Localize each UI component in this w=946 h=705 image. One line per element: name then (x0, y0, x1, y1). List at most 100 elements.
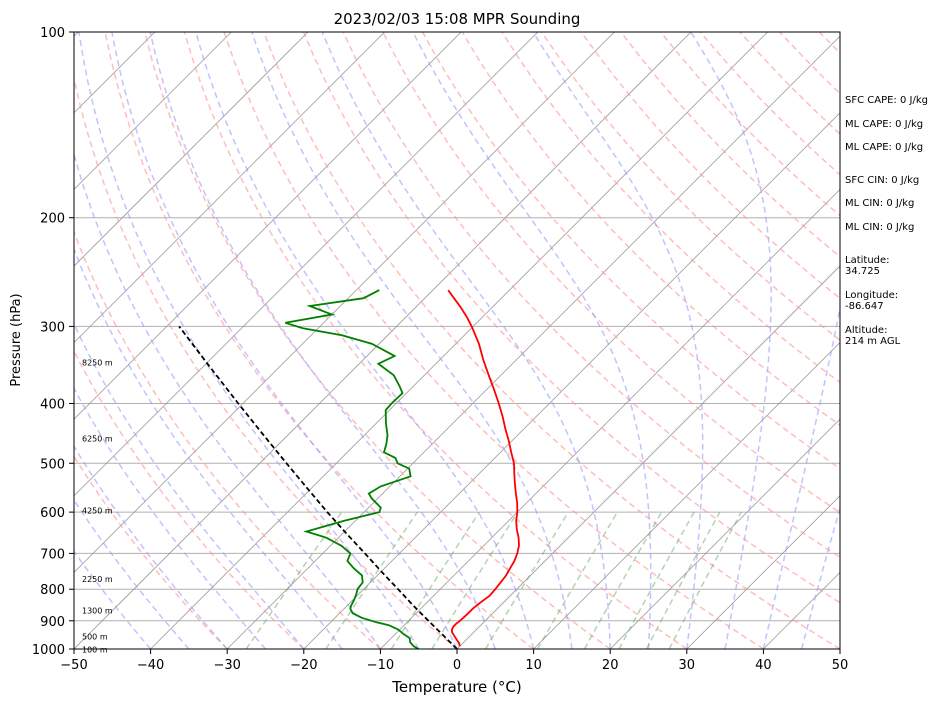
y-tick-label: 200 (40, 212, 65, 227)
x-tick-label: 20 (602, 658, 619, 673)
isotherm-line (0, 32, 2, 649)
sfc-cin-text: SFC CIN: 0 J/kg (845, 175, 920, 186)
isotherm-line (74, 32, 692, 649)
ml-cape-text: ML CAPE: 0 J/kg (845, 119, 924, 130)
y-tick-label: 400 (40, 397, 65, 412)
y-axis-label: Pressure (hPa) (9, 293, 24, 386)
height-label: 4250 m (82, 507, 113, 516)
mixing-ratio-line (245, 511, 343, 649)
moist-adiabat-line (74, 386, 267, 649)
temperature-profile (447, 289, 520, 647)
y-tick-label: 1000 (32, 643, 65, 658)
isotherm-line (303, 112, 840, 649)
isotherm-line (74, 32, 385, 344)
moist-adiabat-line (74, 151, 382, 649)
x-tick-label: 30 (679, 658, 696, 673)
mixing-ratio-line (431, 511, 519, 649)
height-label: 1300 m (82, 607, 113, 616)
isotherm-line (74, 32, 309, 267)
y-tick-label: 500 (40, 457, 65, 472)
dewpoint-profile (285, 289, 420, 649)
mixing-ratio-line (390, 511, 480, 649)
x-tick-label: 40 (755, 658, 772, 673)
y-tick-label: 700 (40, 547, 65, 562)
moist-adiabat-line (74, 247, 343, 649)
x-tick-label: 50 (832, 658, 849, 673)
x-tick-label: −30 (213, 658, 240, 673)
isotherm-line (74, 32, 615, 573)
mixing-ratio-line (668, 511, 742, 649)
mixing-ratio-line (645, 511, 721, 649)
axes: −50 −40 −30 −20 −10 0 10 20 30 40 50 1000 900 800 700 6… (32, 26, 848, 673)
moist-adiabat-line (321, 32, 611, 649)
isotherm-line (74, 32, 232, 190)
moist-adiabat-line (251, 32, 573, 649)
mu-cape-text: ML CAPE: 0 J/kg (845, 142, 924, 153)
x-tick-label: 0 (453, 658, 461, 673)
x-tick-label: −50 (60, 658, 87, 673)
moist-adiabat-line (74, 498, 190, 649)
isotherm-line (609, 418, 840, 649)
y-tick-label: 100 (40, 26, 65, 41)
x-tick-label: −20 (290, 658, 317, 673)
dry-adiabat-line (74, 454, 228, 649)
longitude-text: Longitude: -86.647 (845, 290, 899, 312)
isotherm-line (150, 32, 768, 649)
height-labels: 100 m 500 m 1300 m 2250 m 4250 m 6250 m 8250 m (82, 359, 113, 655)
ml-cin-text: ML CIN: 0 J/kg (845, 198, 915, 209)
y-tick-label: 900 (40, 615, 65, 630)
data-lines (178, 289, 520, 649)
x-tick-label: 10 (525, 658, 542, 673)
dry-adiabat-line (104, 32, 535, 649)
isotherm-line (226, 35, 840, 649)
dry-adiabat-line (580, 32, 840, 300)
sfc-cape-text: SFC CAPE: 0 J/kg (845, 95, 928, 106)
moist-adiabat-line (195, 32, 535, 649)
mixing-ratio-line (325, 511, 418, 649)
moist-adiabat-line (111, 32, 458, 649)
moist-adiabat-line (78, 32, 420, 649)
chart-title: 2023/02/03 15:08 MPR Sounding (334, 10, 581, 28)
isotherm-line (533, 342, 840, 649)
isotherm-line (686, 495, 840, 649)
moist-adiabat-line (74, 444, 228, 649)
y-tick-label: 300 (40, 320, 65, 335)
isotherm-line (456, 265, 840, 649)
moist-adiabat-line (412, 32, 652, 649)
moist-adiabat-line (762, 304, 840, 649)
x-tick-label: −10 (367, 658, 394, 673)
background-lines (0, 32, 840, 649)
x-tick-label: −40 (137, 658, 164, 673)
moist-adiabat-line (149, 32, 497, 649)
isotherm-line (74, 32, 462, 420)
height-label: 100 m (82, 645, 108, 654)
moist-adiabat-line (800, 505, 840, 649)
height-label: 2250 m (82, 575, 113, 584)
mixing-ratio-line (484, 511, 570, 649)
isotherm-line (380, 188, 840, 649)
isotherm-line (74, 32, 539, 497)
moist-adiabat-line (532, 32, 704, 649)
dry-adiabat-line (144, 32, 611, 649)
dry-adiabat-line (263, 32, 840, 649)
mu-cin-text: ML CIN: 0 J/kg (845, 222, 915, 233)
height-label: 6250 m (82, 434, 113, 443)
dry-adiabat-line (74, 74, 458, 649)
parcel-profile (178, 325, 458, 649)
moist-adiabat-line (690, 32, 772, 649)
y-tick-label: 600 (40, 506, 65, 521)
mixing-ratio-line (536, 511, 619, 649)
latitude-text: Latitude: 34.725 (845, 255, 890, 277)
height-label: 8250 m (82, 359, 113, 368)
mixing-ratio-line (583, 511, 663, 649)
mixing-ratio-line (618, 511, 695, 649)
dry-adiabat-line (74, 349, 305, 649)
dry-adiabat-line (183, 32, 688, 649)
x-axis-label: Temperature (°C) (391, 678, 521, 696)
altitude-text: Altitude: 214 m AGL (845, 325, 901, 347)
dry-adiabat-line (223, 32, 764, 649)
height-label: 500 m (82, 633, 108, 642)
dry-adiabat-line (74, 229, 381, 649)
y-tick-label: 800 (40, 583, 65, 598)
